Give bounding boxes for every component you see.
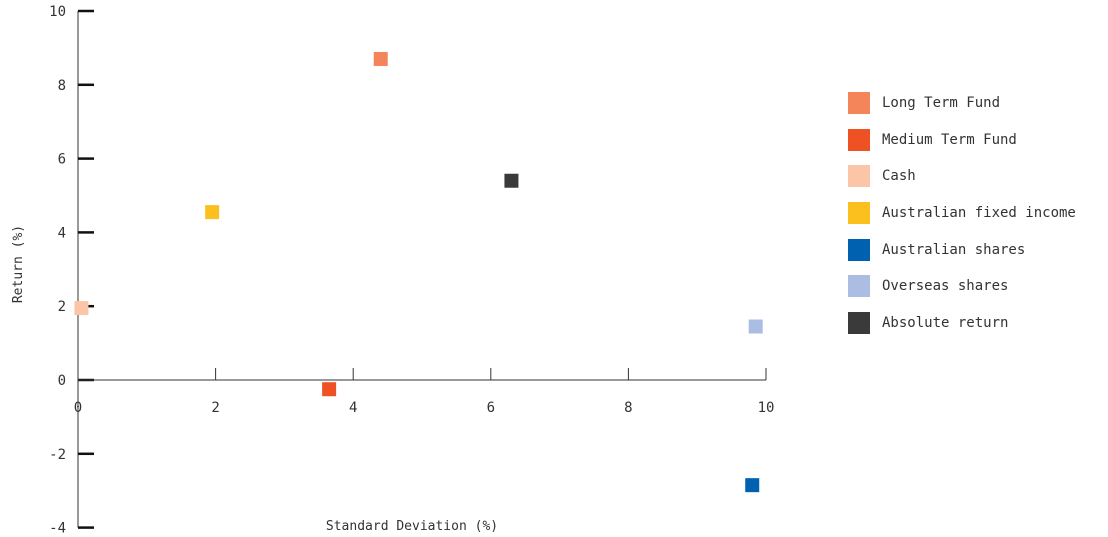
legend-swatch [848, 275, 870, 298]
data-point [745, 478, 760, 493]
legend-label: Australian shares [882, 241, 1026, 258]
x-axis-title: Standard Deviation (%) [326, 519, 498, 534]
data-point [504, 173, 519, 188]
x-tick-label: 0 [74, 400, 82, 416]
y-axis: -4 -2 0 2 4 6 8 10 [49, 4, 94, 537]
chart-legend: Long Term Fund Medium Term Fund Cash Austra… [848, 85, 1076, 341]
legend-swatch [848, 202, 870, 225]
x-tick-label: 10 [758, 400, 775, 416]
y-tick-label: -4 [49, 521, 66, 537]
y-tick-label: 8 [58, 78, 66, 94]
legend-swatch [848, 128, 870, 151]
x-tick-label: 4 [349, 400, 357, 416]
legend-swatch [848, 92, 870, 115]
legend-label: Medium Term Fund [882, 131, 1017, 148]
legend-item: Absolute return [848, 305, 1076, 342]
data-point [322, 382, 337, 397]
legend-item: Cash [848, 158, 1076, 195]
legend-swatch [848, 311, 870, 334]
legend-item: Long Term Fund [848, 85, 1076, 122]
y-tick-label: 4 [58, 225, 66, 241]
data-point [748, 319, 763, 334]
y-tick-label: -2 [49, 447, 66, 463]
y-tick-label: 0 [58, 373, 66, 389]
legend-label: Absolute return [882, 314, 1009, 331]
y-tick-label: 6 [58, 152, 66, 168]
legend-swatch [848, 165, 870, 188]
legend-swatch [848, 238, 870, 261]
data-point [205, 205, 220, 220]
data-point [373, 51, 388, 66]
legend-item: Overseas shares [848, 268, 1076, 305]
x-axis: 0 2 4 6 8 10 [74, 368, 775, 416]
legend-label: Australian fixed income [882, 205, 1076, 222]
data-points [74, 51, 763, 493]
legend-label: Overseas shares [882, 278, 1009, 295]
y-tick-label: 2 [58, 299, 66, 315]
legend-label: Long Term Fund [882, 95, 1001, 112]
y-axis-title: Return (%) [11, 225, 26, 303]
x-tick-label: 8 [624, 400, 632, 416]
legend-label: Cash [882, 168, 916, 185]
legend-item: Australian fixed income [848, 195, 1076, 232]
legend-item: Medium Term Fund [848, 122, 1076, 159]
x-tick-label: 2 [211, 400, 219, 416]
data-point [74, 301, 89, 316]
legend-item: Australian shares [848, 231, 1076, 268]
x-tick-label: 6 [487, 400, 495, 416]
y-tick-label: 10 [49, 4, 66, 20]
